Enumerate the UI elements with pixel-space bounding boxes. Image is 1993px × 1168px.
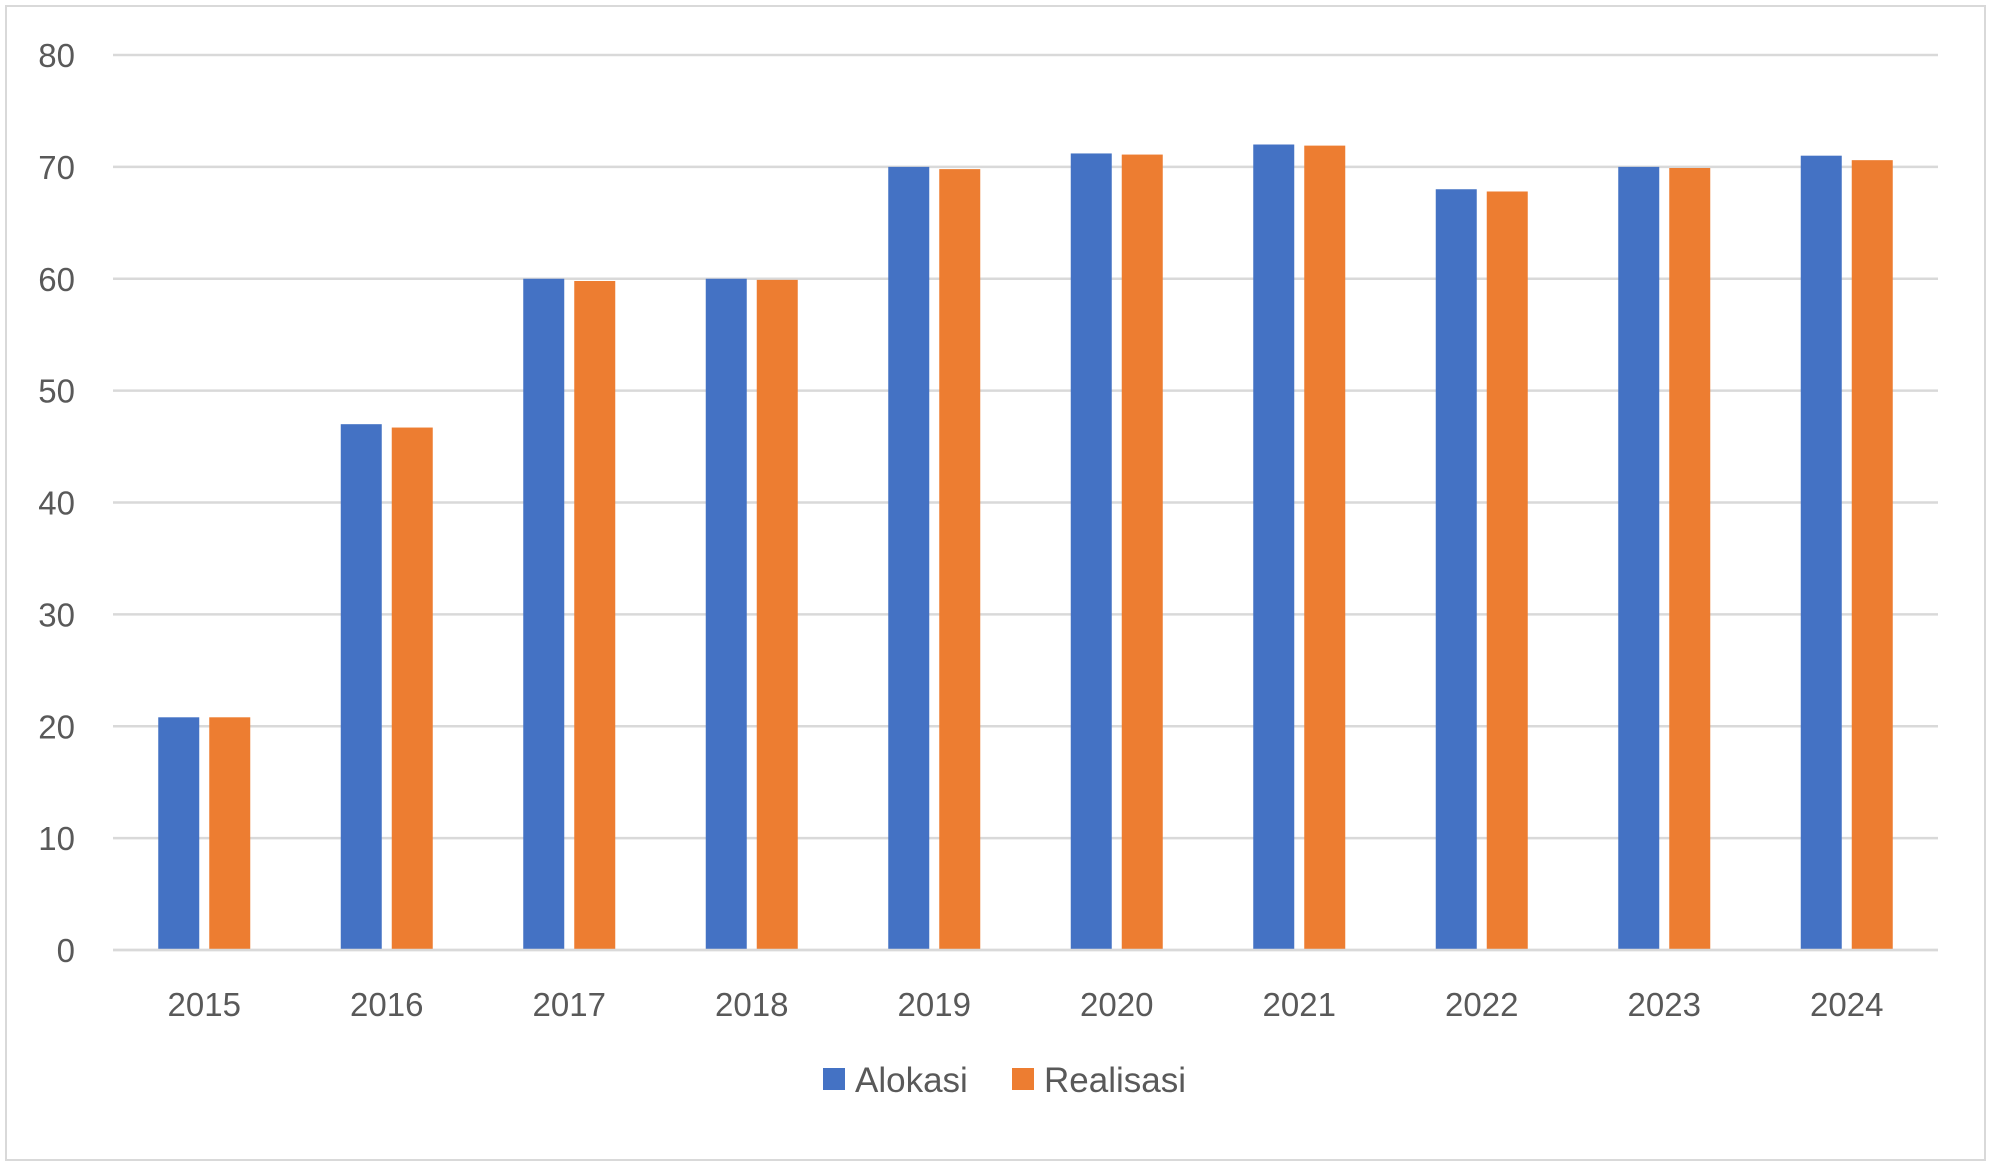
y-tick-label: 40 <box>38 485 75 522</box>
bar-alokasi-2021 <box>1253 144 1295 950</box>
bar-realisasi-2022 <box>1486 191 1528 951</box>
x-tick-label: 2018 <box>715 986 788 1023</box>
bar-realisasi-2021 <box>1304 145 1346 950</box>
legend-label-alokasi: Alokasi <box>855 1061 968 1100</box>
y-tick-label: 70 <box>38 149 75 186</box>
bar-alokasi-2015 <box>158 717 200 950</box>
bar-alokasi-2018 <box>705 278 747 950</box>
bar-realisasi-2016 <box>391 427 433 950</box>
bar-alokasi-2024 <box>1800 155 1842 950</box>
bar-realisasi-2018 <box>756 279 798 950</box>
y-tick-label: 20 <box>38 708 75 745</box>
bar-alokasi-2020 <box>1070 153 1112 950</box>
x-axis-tick-labels: 2015 2016 2017 2018 2019 2020 2021 2022 2023 2024 <box>168 986 1884 1023</box>
y-tick-label: 0 <box>57 932 75 969</box>
bar-alokasi-2017 <box>523 278 565 950</box>
bar-alokasi-2023 <box>1618 166 1660 950</box>
bar-realisasi-2015 <box>209 717 251 950</box>
bar-alokasi-2022 <box>1435 189 1477 950</box>
x-tick-label: 2016 <box>350 986 423 1023</box>
x-tick-label: 2020 <box>1080 986 1153 1023</box>
bar-alokasi-2016 <box>340 424 382 950</box>
legend: Alokasi Realisasi <box>823 1061 1186 1100</box>
x-tick-label: 2024 <box>1810 986 1883 1023</box>
y-tick-label: 30 <box>38 596 75 633</box>
x-tick-label: 2019 <box>898 986 971 1023</box>
bar-realisasi-2024 <box>1851 160 1893 951</box>
x-tick-label: 2023 <box>1628 986 1701 1023</box>
bar-alokasi-2019 <box>888 166 930 950</box>
y-tick-label: 10 <box>38 820 75 857</box>
legend-label-realisasi: Realisasi <box>1044 1061 1186 1100</box>
bar-realisasi-2020 <box>1121 154 1163 951</box>
x-tick-label: 2015 <box>168 986 241 1023</box>
bars <box>158 144 1893 951</box>
bar-realisasi-2017 <box>574 280 616 950</box>
x-tick-label: 2021 <box>1263 986 1336 1023</box>
gridlines <box>113 53 1938 952</box>
y-tick-label: 60 <box>38 261 75 298</box>
bar-realisasi-2019 <box>939 169 981 951</box>
y-tick-label: 50 <box>38 373 75 410</box>
x-tick-label: 2022 <box>1445 986 1518 1023</box>
y-tick-label: 80 <box>38 37 75 74</box>
y-axis-tick-labels: 0 10 20 30 40 50 60 70 80 <box>38 37 75 969</box>
bar-realisasi-2023 <box>1669 167 1711 950</box>
x-tick-label: 2017 <box>533 986 606 1023</box>
legend-swatch-alokasi <box>823 1068 845 1090</box>
legend-swatch-realisasi <box>1012 1068 1034 1090</box>
